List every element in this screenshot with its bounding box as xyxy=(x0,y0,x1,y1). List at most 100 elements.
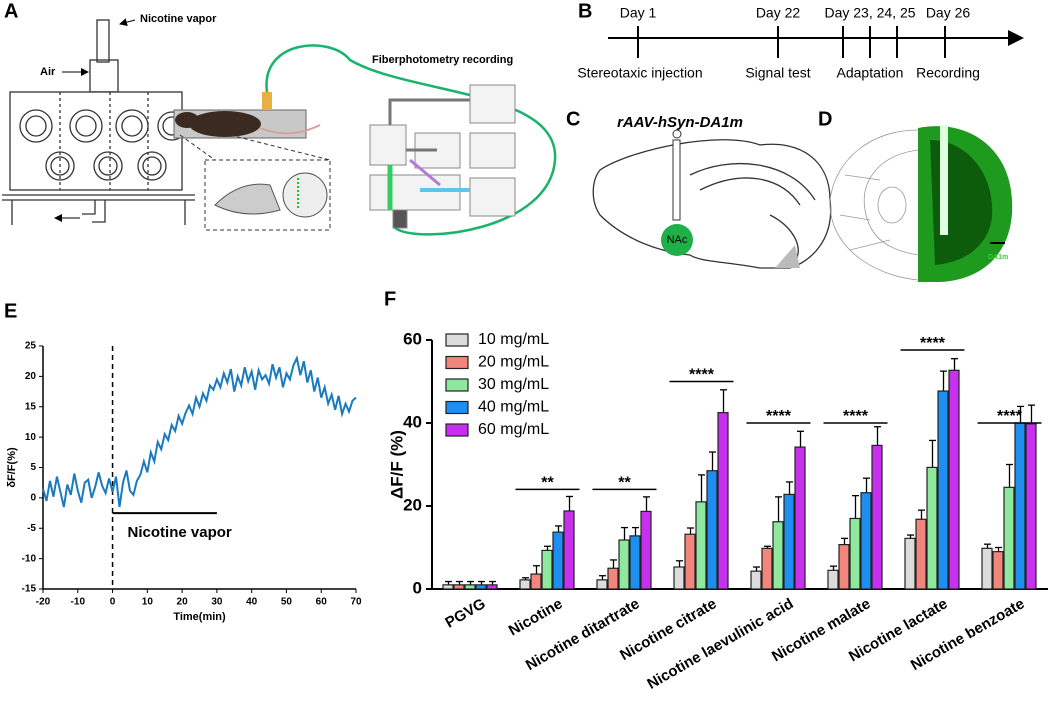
legend-label: 40 mg/mL xyxy=(478,399,549,416)
bar xyxy=(519,579,531,590)
path xyxy=(699,177,801,206)
day-label: Day 1 xyxy=(620,5,657,21)
legend-swatch xyxy=(445,423,469,437)
circle xyxy=(75,115,97,137)
legend-label: 10 mg/mL xyxy=(478,331,549,348)
bar xyxy=(937,390,949,590)
event-label: Stereotaxic injection xyxy=(577,65,702,81)
bar xyxy=(442,584,454,590)
line xyxy=(409,158,441,187)
y-tick-label: -5 xyxy=(27,523,36,534)
significance-label: ** xyxy=(541,475,554,492)
bar xyxy=(1025,423,1037,590)
cannula-head xyxy=(672,129,682,139)
path xyxy=(689,162,816,201)
annotation: Nicotine vapor xyxy=(128,524,232,541)
bar xyxy=(772,521,784,590)
significance-label: **** xyxy=(843,408,869,425)
bar xyxy=(706,470,718,590)
mouse xyxy=(175,111,321,137)
timeline-ticks xyxy=(637,26,946,58)
event-label: Signal test xyxy=(745,65,810,81)
x-tick-label: 10 xyxy=(142,597,154,608)
circle xyxy=(50,156,70,176)
bar xyxy=(1003,486,1015,590)
path xyxy=(592,139,832,269)
y-tick-label: 5 xyxy=(30,462,36,473)
label: Fiberphotometry recording xyxy=(372,54,513,66)
y-tick-label: 20 xyxy=(403,495,422,514)
bar xyxy=(596,579,608,590)
x-tick-label: 60 xyxy=(316,597,328,608)
circle xyxy=(115,109,149,143)
legend-swatch xyxy=(445,333,469,347)
significance-label: **** xyxy=(689,367,715,384)
circle xyxy=(45,151,75,181)
bar xyxy=(750,570,762,590)
significance-label: ** xyxy=(618,475,631,492)
bar xyxy=(486,584,498,590)
legend-swatch xyxy=(445,400,469,415)
day-label: Day 22 xyxy=(756,5,801,21)
bar xyxy=(530,573,542,590)
bar xyxy=(992,551,1004,590)
bar xyxy=(673,566,685,590)
x-tick-label: 70 xyxy=(350,597,362,608)
circle xyxy=(98,156,118,176)
rect xyxy=(392,209,408,229)
label: Air xyxy=(40,66,56,78)
bar xyxy=(904,537,916,590)
x-tick-label: -10 xyxy=(71,597,86,608)
path xyxy=(863,149,919,256)
circle xyxy=(19,109,53,143)
ellipse xyxy=(175,112,199,128)
circle xyxy=(69,109,103,143)
rect xyxy=(469,84,516,124)
y-axis-label: ΔF/F (%) xyxy=(387,430,406,499)
nac-region xyxy=(661,224,693,256)
x-tick-label: -20 xyxy=(36,597,51,608)
x-tick-label: 30 xyxy=(211,597,223,608)
trace xyxy=(42,355,357,508)
label: Nicotine vapor xyxy=(140,13,217,25)
y-tick-label: 15 xyxy=(25,401,37,412)
bar xyxy=(464,584,476,590)
circle xyxy=(25,115,47,137)
significance-label: **** xyxy=(766,408,792,425)
brain-sketch xyxy=(214,183,281,215)
panel-label: C xyxy=(566,108,580,130)
bar xyxy=(981,547,993,590)
rect xyxy=(369,174,461,211)
cerebellum xyxy=(775,245,800,268)
panel-label: A xyxy=(4,0,18,22)
x-tick-label: 40 xyxy=(246,597,258,608)
panel-label: F xyxy=(384,288,396,310)
stain-label: DA1m xyxy=(988,254,1008,261)
bar xyxy=(618,539,630,590)
circle xyxy=(142,156,162,176)
brain-outline xyxy=(592,139,832,269)
rect xyxy=(469,177,516,217)
zoom-lines xyxy=(179,134,331,161)
rect xyxy=(9,91,183,191)
bar xyxy=(849,517,861,590)
circle xyxy=(121,115,143,137)
bar xyxy=(1014,422,1026,590)
bar xyxy=(838,543,850,590)
bar xyxy=(684,533,696,590)
y-tick-label: 0 xyxy=(30,493,36,504)
y-tick-label: 10 xyxy=(25,432,37,443)
x-tick-label: PGVG xyxy=(442,595,488,631)
bar xyxy=(915,518,927,590)
path xyxy=(388,98,470,152)
bar xyxy=(629,535,641,590)
bar xyxy=(860,492,872,590)
bar xyxy=(871,444,883,590)
bar xyxy=(563,510,575,590)
bar xyxy=(695,501,707,590)
x-tick-label: Nicotine laevulinic acid xyxy=(644,595,796,693)
bar xyxy=(475,584,487,590)
x-axis-label: Time(min) xyxy=(173,611,226,623)
circle xyxy=(137,151,167,181)
